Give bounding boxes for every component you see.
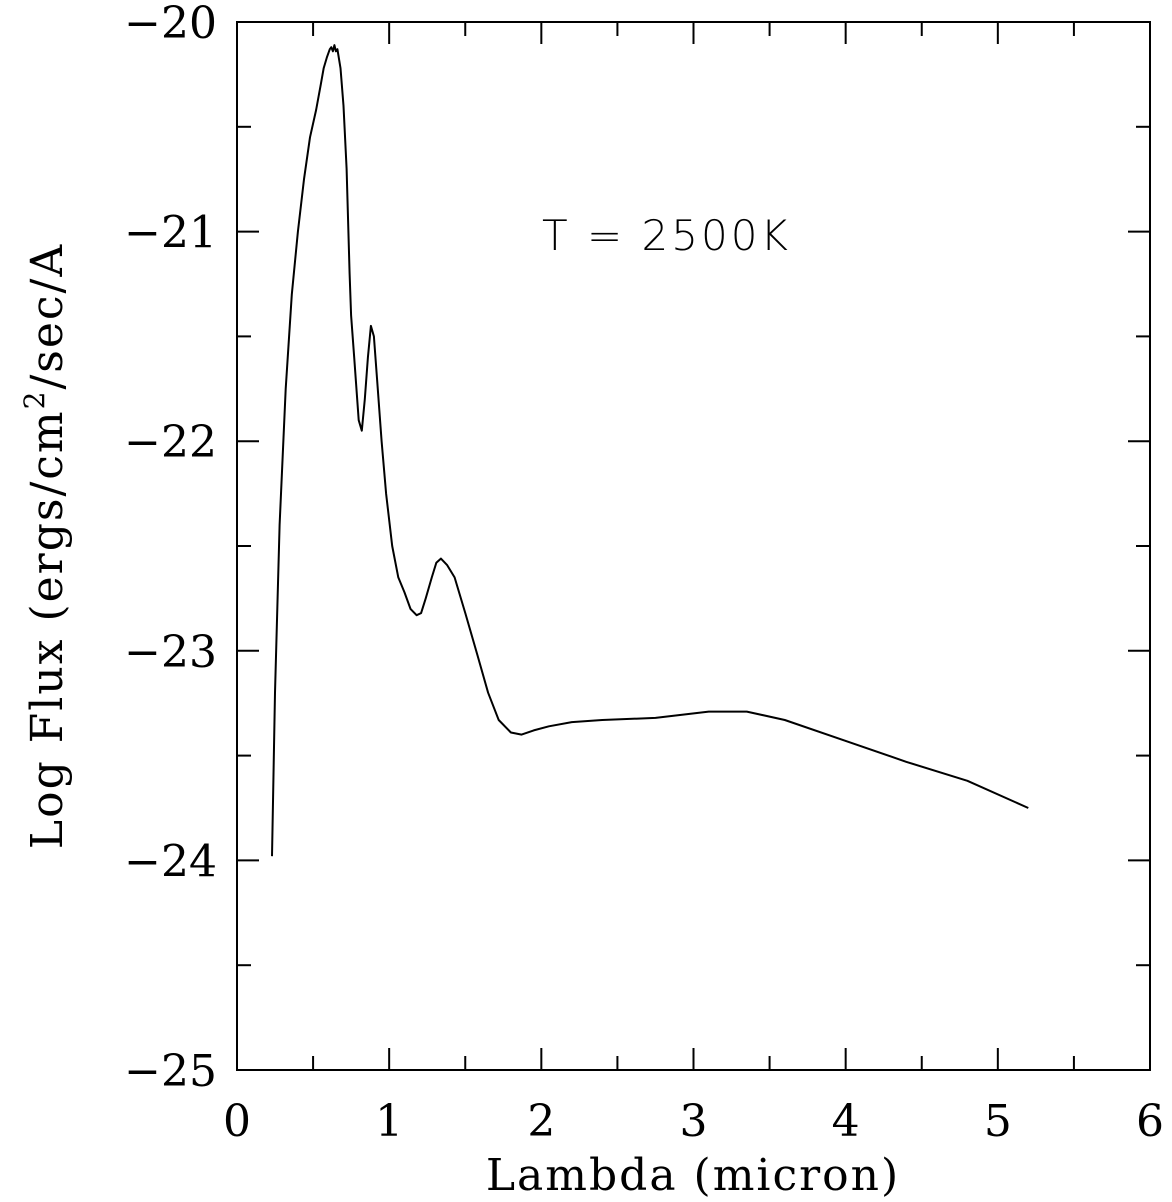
x-tick-label: 2 — [527, 1096, 555, 1147]
y-axis-title-suffix: /sec/A — [22, 243, 73, 390]
y-axis-title-superscript: 2 — [18, 390, 51, 410]
plot-frame — [236, 21, 1151, 1071]
axis-tick-labels: 0 1 2 3 4 5 6 −25 −24 −23 −22 −21 −20 — [124, 0, 1164, 1147]
x-tick-label: 5 — [984, 1096, 1012, 1147]
x-tick-label: 6 — [1136, 1096, 1164, 1147]
flux-curve — [271, 44, 1029, 857]
x-tick-label: 3 — [680, 1096, 708, 1147]
y-axis-title: Log Flux (ergs/cm2/sec/A — [18, 243, 73, 849]
y-tick-label: −24 — [124, 836, 217, 887]
axis-ticks — [236, 21, 1151, 1071]
x-tick-label: 1 — [375, 1096, 403, 1147]
y-axis-title-prefix: Log Flux (ergs/cm — [22, 409, 73, 849]
x-tick-label: 0 — [223, 1096, 251, 1147]
y-tick-label: −22 — [124, 417, 217, 468]
x-axis-title: Lambda (micron) — [486, 1150, 900, 1201]
temperature-annotation: T = 2500K — [542, 211, 791, 260]
y-tick-label: −21 — [124, 208, 217, 259]
x-tick-label: 4 — [832, 1096, 860, 1147]
y-tick-label: −25 — [124, 1046, 217, 1097]
y-tick-label: −20 — [124, 0, 217, 49]
y-tick-label: −23 — [124, 627, 217, 678]
